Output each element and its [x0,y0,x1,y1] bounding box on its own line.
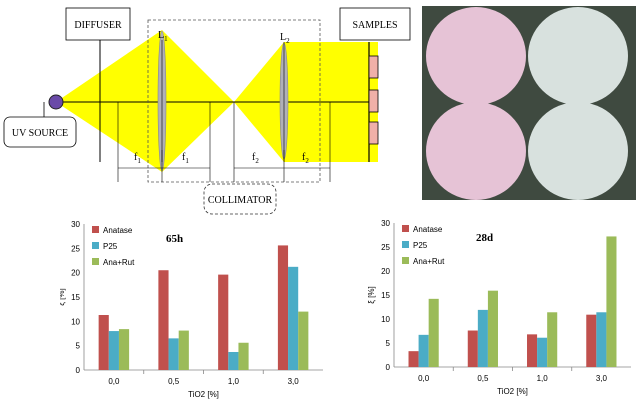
diffuser-label: DIFFUSER [74,20,122,31]
optical-setup-diagram: DIFFUSER L1 L2 COLLIMATOR UV SOURCE SAMP… [3,7,411,215]
y-tick-label: 25 [381,243,390,252]
y-tick-label: 5 [386,339,391,348]
x-tick-label: 1,0 [537,374,549,383]
y-tick-label: 0 [76,366,81,375]
x-tick-label: 3,0 [288,377,300,386]
f1-label-left: f1 [134,152,141,165]
x-tick-label: 0,0 [108,377,120,386]
bar-p25 [477,309,488,367]
bar-p25 [596,312,607,367]
bar-ana-rut [178,330,189,370]
chart-title: 28d [476,232,493,244]
sample-2 [368,89,379,113]
y-tick-label: 15 [381,291,390,300]
bar-anatase [586,314,597,367]
samples-box [339,7,411,41]
samples-photo [422,6,636,200]
f2-label-left: f2 [252,152,259,165]
bar-ana-rut [298,311,309,370]
bar-ana-rut [606,236,617,367]
bar-p25 [418,334,429,367]
bar-ana-rut [487,290,498,367]
bar-ana-rut [428,298,439,367]
y-tick-label: 0 [386,363,391,372]
sample-3 [368,121,379,145]
converging-beam-1 [162,30,234,172]
legend-label: Ana+Rut [413,257,445,266]
bar-anatase [467,330,478,367]
y-tick-label: 25 [71,244,80,253]
x-tick-label: 0,5 [168,377,180,386]
bar-p25 [228,351,239,370]
bar-anatase [218,274,229,370]
x-axis-label: TiO2 [%] [188,390,219,399]
bar-anatase [408,351,419,367]
legend-swatch [92,258,99,265]
legend-swatch [402,225,409,232]
legend-label: Ana+Rut [103,258,135,267]
y-tick-label: 10 [71,317,80,326]
y-tick-label: 15 [71,293,80,302]
bar-anatase [98,315,109,370]
collimator-label-box [203,183,277,215]
legend-label: Anatase [413,225,443,234]
lens-1-label: L1 [158,30,168,43]
bar-chart-28d: 0 5 10 15 20 25 30 0,0 0,5 1,0 3,0 Anatase P25 Ana+Ru… [367,219,631,396]
y-axis-label: ξ [%] [367,286,376,303]
legend-swatch [402,257,409,264]
legend-label: P25 [103,242,118,251]
chart-title: 65h [166,233,183,245]
legend-label: P25 [413,241,428,250]
y-tick-label: 30 [71,220,80,229]
x-tick-label: 0,0 [418,374,430,383]
bar-anatase [527,334,538,367]
bar-anatase [277,245,289,370]
y-tick-label: 5 [76,342,81,351]
diverging-beam-1 [56,30,162,172]
sample-1 [368,55,379,79]
white-disc-bottom [528,102,628,200]
pink-disc-top [426,7,526,105]
pink-disc-bottom [426,102,526,200]
uv-source-label: UV SOURCE [12,128,68,139]
uv-source-box [3,116,77,148]
y-axis-label: ξ [%] [60,288,66,305]
legend-swatch [92,226,99,233]
bar-anatase [158,270,169,370]
x-tick-label: 3,0 [596,374,608,383]
bar-ana-rut [547,312,558,367]
bar-p25 [288,266,299,370]
bar-chart-65h: 0 5 10 15 20 25 30 0,0 0,5 1,0 3,0 Anatase P25 Ana+Ru… [60,220,323,399]
collimator-label: COLLIMATOR [208,195,273,206]
diffuser-box [65,7,131,41]
legend-label: Anatase [103,226,133,235]
lens-2-label: L2 [280,32,290,45]
x-tick-label: 0,5 [477,374,489,383]
bar-ana-rut [118,329,130,370]
x-tick-label: 1,0 [228,377,240,386]
white-disc-top [528,7,628,105]
legend-swatch [92,242,99,249]
x-axis-label: TiO2 [%] [497,387,528,396]
y-tick-label: 20 [381,267,390,276]
bar-p25 [108,331,119,370]
bar-p25 [537,337,548,367]
y-tick-label: 30 [381,219,390,228]
bar-p25 [168,338,179,370]
bar-ana-rut [238,342,249,370]
uv-source-lamp [48,94,64,110]
f1-label-right: f1 [182,152,189,165]
y-tick-label: 10 [381,315,390,324]
legend-swatch [402,241,409,248]
y-tick-label: 20 [71,269,80,278]
samples-label: SAMPLES [352,20,397,31]
f2-label-right: f2 [302,152,309,165]
